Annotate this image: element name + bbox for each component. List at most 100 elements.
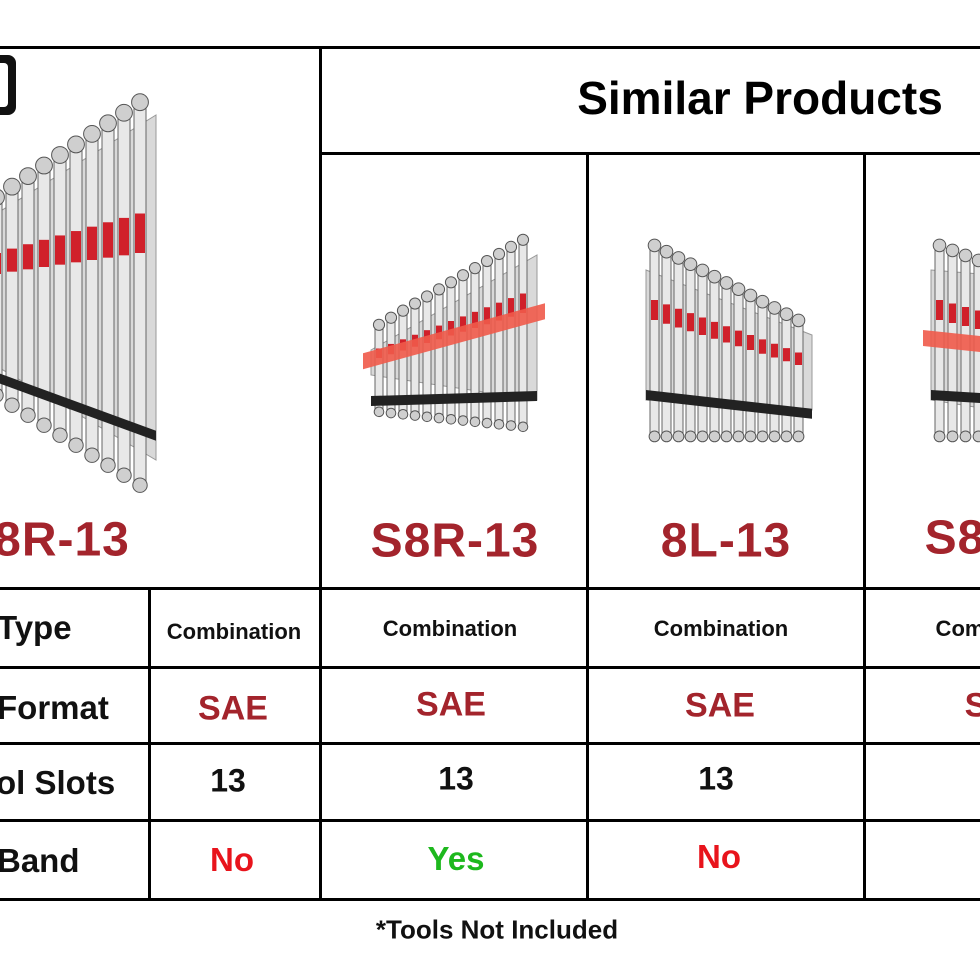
rack-bar bbox=[931, 390, 980, 403]
band-value: No bbox=[210, 841, 254, 878]
wrench-head bbox=[408, 297, 422, 310]
type-value: Combination bbox=[653, 616, 789, 641]
wrench-head bbox=[4, 397, 20, 413]
wrench-head bbox=[972, 430, 980, 443]
section-title: Similar Products bbox=[577, 72, 943, 124]
wrench-head bbox=[708, 430, 721, 443]
wrench-label bbox=[962, 307, 969, 326]
wrench-head bbox=[20, 407, 36, 423]
border bbox=[0, 587, 980, 590]
slots-value: 13 bbox=[210, 762, 246, 799]
band-value: Yes bbox=[427, 840, 485, 877]
wrench-label bbox=[711, 321, 718, 339]
wrench bbox=[649, 239, 660, 441]
wrench-label bbox=[448, 321, 454, 336]
wrench-label bbox=[663, 304, 670, 324]
wrench-head bbox=[68, 437, 84, 453]
wrench-head bbox=[445, 414, 457, 425]
row-label: Band bbox=[0, 842, 80, 879]
wrench-head bbox=[505, 420, 517, 431]
wrench-head bbox=[791, 313, 806, 328]
product-name: S8 bbox=[924, 511, 980, 565]
wrench bbox=[21, 168, 35, 421]
wrench-head bbox=[756, 430, 769, 443]
wrench-head bbox=[780, 430, 793, 443]
wrench-head bbox=[744, 430, 757, 443]
wrench-head bbox=[100, 457, 116, 473]
wrench-head bbox=[695, 263, 710, 278]
wrench-label bbox=[472, 311, 478, 328]
wrench-label bbox=[747, 335, 754, 350]
wrench-head bbox=[433, 412, 445, 424]
wrench-head bbox=[3, 177, 21, 196]
wrench-head bbox=[469, 416, 481, 428]
wrench bbox=[745, 289, 756, 441]
wrench-label bbox=[735, 330, 742, 347]
border bbox=[586, 152, 589, 901]
wrench bbox=[721, 277, 732, 441]
wrench-head bbox=[779, 307, 794, 321]
wrench-head bbox=[384, 311, 398, 324]
wrench-head bbox=[719, 276, 734, 290]
wrench-head bbox=[457, 415, 469, 426]
border bbox=[0, 819, 980, 822]
product-name: 8L-13 bbox=[660, 514, 792, 568]
wrench-head bbox=[755, 294, 770, 309]
wrench-label bbox=[699, 317, 706, 335]
wrench-head bbox=[971, 253, 980, 268]
wrench bbox=[709, 270, 720, 441]
wrench-head bbox=[707, 269, 722, 284]
border bbox=[0, 46, 980, 49]
wrench-head bbox=[409, 410, 421, 421]
border bbox=[0, 742, 980, 745]
wrench-head bbox=[958, 248, 973, 263]
wrench bbox=[0, 190, 3, 400]
wrench-head bbox=[35, 156, 53, 175]
border bbox=[863, 152, 866, 901]
rack-bar bbox=[646, 390, 812, 419]
wrench-label bbox=[520, 293, 526, 313]
wrench-head bbox=[83, 124, 101, 143]
wrench-label bbox=[723, 326, 730, 343]
format-value: SAE bbox=[198, 689, 268, 728]
wrench bbox=[661, 245, 672, 441]
wrench-head bbox=[743, 288, 758, 303]
type-value: Combination bbox=[382, 616, 518, 641]
wrench-head bbox=[444, 276, 458, 289]
wrench-head bbox=[672, 430, 685, 443]
wrench-label bbox=[496, 302, 502, 321]
wrench-head bbox=[516, 233, 530, 246]
wrench-head bbox=[51, 146, 69, 164]
wrench-label bbox=[687, 313, 694, 332]
wrench-head bbox=[67, 135, 85, 154]
wrench-head bbox=[0, 388, 4, 402]
wrench-head bbox=[492, 247, 506, 261]
wrench-head bbox=[132, 477, 148, 493]
wrench-head bbox=[116, 467, 132, 483]
wrench-head bbox=[396, 304, 410, 317]
wrench-label bbox=[484, 307, 490, 325]
wrench-head bbox=[385, 407, 397, 419]
wrench-head bbox=[372, 318, 386, 331]
wrench bbox=[793, 314, 804, 441]
border bbox=[320, 152, 980, 155]
wrench-label bbox=[771, 343, 778, 358]
wrench-label bbox=[39, 239, 49, 267]
wrench-label bbox=[460, 316, 466, 332]
wrench-head bbox=[720, 430, 733, 443]
row-label: Type bbox=[0, 609, 72, 646]
wrench-head bbox=[731, 282, 746, 296]
wrench-label bbox=[759, 339, 766, 354]
wrench-label bbox=[651, 300, 658, 320]
wrench-head bbox=[517, 421, 529, 433]
wrench-head bbox=[767, 301, 782, 315]
format-value: S bbox=[964, 686, 980, 725]
wrench-head bbox=[373, 406, 385, 418]
wrench-head bbox=[421, 411, 433, 423]
product-name: 8R-13 bbox=[0, 513, 130, 567]
wrench-head bbox=[659, 244, 674, 259]
wrench bbox=[781, 308, 792, 441]
wrench-head bbox=[684, 430, 697, 443]
wrench-head bbox=[420, 290, 434, 303]
